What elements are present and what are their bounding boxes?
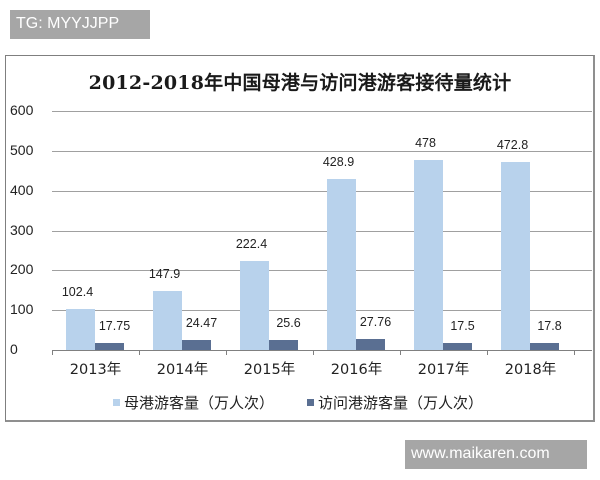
legend-label-visiting-port: 访问港游客量（万人次） bbox=[318, 394, 484, 412]
gridline bbox=[52, 231, 592, 232]
x-tick-label: 2013年 bbox=[69, 362, 122, 378]
bar-visiting-port bbox=[269, 339, 298, 350]
bar-visiting-port bbox=[530, 342, 559, 350]
bar-home-port bbox=[327, 179, 356, 350]
bar-visiting-port bbox=[443, 343, 472, 350]
data-label: 102.4 bbox=[61, 285, 94, 300]
gridline bbox=[52, 111, 592, 112]
data-label: 428.9 bbox=[322, 155, 355, 170]
data-label: 478 bbox=[415, 135, 436, 150]
x-axis-tick bbox=[400, 350, 401, 355]
legend-item-visiting-port: 访问港游客量（万人次） bbox=[307, 392, 483, 413]
gridline bbox=[52, 310, 592, 311]
bar-visiting-port bbox=[356, 338, 385, 350]
data-label: 27.76 bbox=[359, 314, 392, 329]
gridline bbox=[52, 191, 592, 192]
bar-home-port bbox=[501, 161, 530, 350]
chart-title: 2012-2018年中国母港与访问港游客接待量统计 bbox=[88, 72, 512, 94]
y-tick-label: 0 bbox=[10, 341, 18, 357]
x-axis-tick bbox=[52, 350, 53, 355]
data-label: 25.6 bbox=[276, 315, 301, 330]
y-tick-label: 400 bbox=[10, 181, 34, 198]
data-label: 24.47 bbox=[185, 316, 218, 331]
gridline bbox=[52, 151, 592, 152]
bar-home-port bbox=[240, 261, 269, 350]
watermark-top: TG: MYYJJPP bbox=[10, 10, 150, 39]
legend-swatch-visiting-port bbox=[307, 399, 314, 406]
bar-home-port bbox=[66, 309, 95, 350]
legend-item-home-port: 母港游客量（万人次） bbox=[113, 392, 274, 413]
x-tick-label: 2014年 bbox=[156, 362, 209, 378]
y-tick-label: 200 bbox=[10, 261, 34, 278]
bar-visiting-port bbox=[182, 340, 211, 350]
bar-home-port bbox=[414, 159, 443, 350]
x-tick-label: 2016年 bbox=[330, 362, 383, 378]
data-label: 17.8 bbox=[537, 318, 562, 333]
x-axis-tick bbox=[574, 350, 575, 355]
y-tick-label: 500 bbox=[10, 141, 34, 158]
x-axis-tick bbox=[139, 350, 140, 355]
legend-swatch-home-port bbox=[113, 399, 120, 406]
data-label: 17.5 bbox=[450, 319, 475, 334]
bar-visiting-port bbox=[95, 342, 124, 350]
legend-label-home-port: 母港游客量（万人次） bbox=[124, 394, 275, 412]
x-tick-label: 2015年 bbox=[243, 362, 296, 378]
y-tick-label: 300 bbox=[10, 221, 34, 238]
bar-home-port bbox=[153, 291, 182, 350]
chart-frame bbox=[5, 55, 595, 422]
x-axis-line bbox=[52, 350, 592, 351]
data-label: 222.4 bbox=[235, 237, 268, 252]
x-tick-label: 2017年 bbox=[417, 362, 470, 378]
x-axis-tick bbox=[313, 350, 314, 355]
watermark-bottom: www.maikaren.com bbox=[405, 440, 587, 469]
y-tick-label: 100 bbox=[10, 301, 34, 318]
data-label: 472.8 bbox=[496, 137, 529, 152]
data-label: 147.9 bbox=[148, 267, 181, 282]
x-axis-tick bbox=[226, 350, 227, 355]
data-label: 17.75 bbox=[98, 318, 131, 333]
gridline bbox=[52, 270, 592, 271]
y-tick-label: 600 bbox=[10, 102, 34, 118]
x-axis-tick bbox=[487, 350, 488, 355]
x-tick-label: 2018年 bbox=[504, 362, 557, 378]
